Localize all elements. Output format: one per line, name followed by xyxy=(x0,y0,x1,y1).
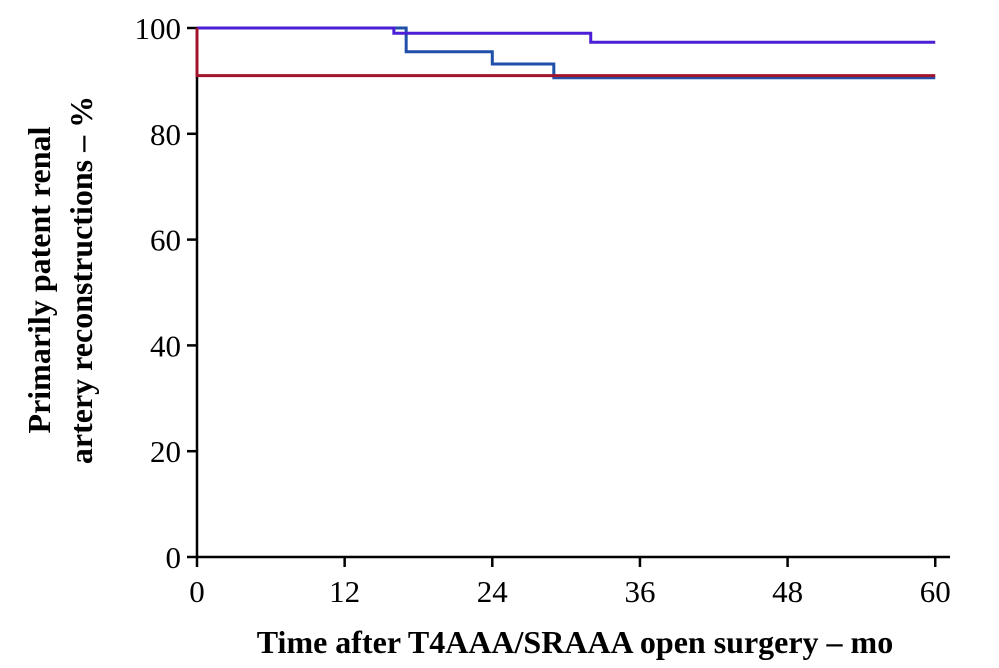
y-axis-label-line: Primarily patent renal xyxy=(21,126,57,433)
x-tick-label: 12 xyxy=(329,574,360,609)
km-curve xyxy=(197,26,936,44)
y-tick-label: 20 xyxy=(150,434,181,469)
km-curve xyxy=(197,26,936,80)
x-axis-label: Time after T4AAA/SRAAA open surgery – mo xyxy=(257,624,893,660)
x-tick-label: 0 xyxy=(189,574,205,609)
y-tick-label: 80 xyxy=(150,117,181,152)
y-tick-label: 60 xyxy=(150,223,181,258)
y-axis-label-line: artery reconstructions – % xyxy=(63,96,99,464)
x-tick-label: 60 xyxy=(920,574,951,609)
y-tick-label: 40 xyxy=(150,328,181,363)
y-tick-label: 100 xyxy=(135,11,182,46)
y-tick-label: 0 xyxy=(166,540,182,575)
x-tick-label: 48 xyxy=(772,574,803,609)
x-tick-label: 24 xyxy=(477,574,509,609)
y-axis-label: Primarily patent renal artery reconstruc… xyxy=(21,96,99,464)
x-tick-label: 36 xyxy=(624,574,655,609)
km-curve xyxy=(195,28,936,78)
